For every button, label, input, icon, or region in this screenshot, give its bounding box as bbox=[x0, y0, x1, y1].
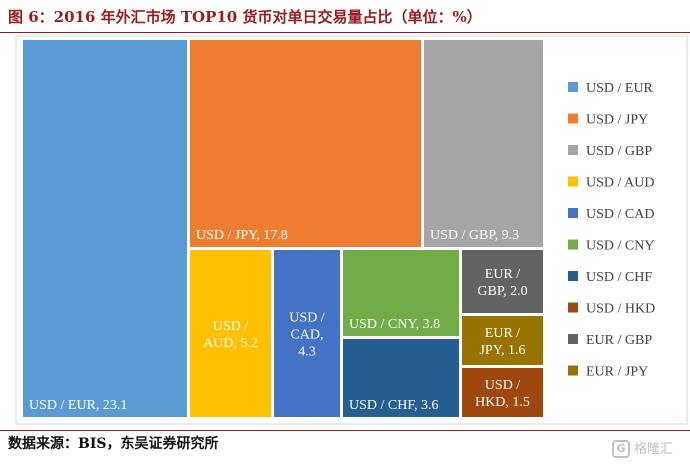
tile-label-eur-gbp: EUR / GBP, 2.0 bbox=[477, 267, 527, 299]
tile-usd-cad bbox=[274, 250, 340, 417]
legend-swatch-eur-gbp bbox=[568, 334, 578, 344]
tile-label-usd-eur: USD / EUR, 23.1 bbox=[29, 398, 127, 413]
tile-usd-cny bbox=[343, 250, 459, 336]
legend-swatch-usd-jpy bbox=[568, 113, 578, 124]
legend-label-eur-gbp: EUR / GBP bbox=[586, 333, 652, 348]
treemap-tiles: USD / EUR, 23.1 USD / JPY, 17.8 USD / GBP,… bbox=[23, 40, 543, 417]
legend-label-usd-cny: USD / CNY bbox=[586, 239, 654, 254]
tile-label-usd-cny: USD / CNY, 3.8 bbox=[349, 317, 440, 332]
tile-label-usd-aud: USD / AUD, 5.2 bbox=[203, 319, 258, 351]
legend-label-usd-chf: USD / CHF bbox=[586, 270, 652, 285]
legend-label-usd-jpy: USD / JPY bbox=[586, 113, 648, 128]
tile-usd-hkd bbox=[462, 368, 543, 417]
legend-swatch-usd-gbp bbox=[568, 145, 578, 155]
legend-label-usd-eur: USD / EUR bbox=[586, 81, 654, 96]
tile-label-eur-jpy: EUR / JPY, 1.6 bbox=[479, 326, 525, 358]
legend-label-usd-gbp: USD / GBP bbox=[586, 144, 652, 159]
tile-label-usd-gbp: USD / GBP, 9.3 bbox=[430, 228, 519, 243]
tile-usd-eur bbox=[23, 40, 187, 417]
plot-area-border bbox=[15, 35, 688, 425]
legend-swatch-usd-hkd bbox=[568, 302, 578, 313]
tile-usd-jpy bbox=[190, 40, 421, 247]
legend-label-usd-hkd: USD / HKD bbox=[586, 302, 655, 317]
legend-swatch-usd-eur bbox=[568, 82, 578, 92]
chart-title: 图 6：2016 年外汇市场 TOP10 货币对单日交易量占比（单位：%） bbox=[8, 8, 482, 26]
tile-usd-aud bbox=[190, 250, 271, 417]
tile-label-usd-cad: USD / CAD, 4.3 bbox=[289, 311, 325, 360]
legend-swatch-usd-cad bbox=[568, 208, 578, 218]
tile-label-usd-hkd: USD / HKD, 1.5 bbox=[475, 378, 530, 410]
watermark-text: 格隆汇 bbox=[634, 442, 674, 457]
legend-label-usd-aud: USD / AUD bbox=[586, 176, 654, 191]
legend-label-usd-cad: USD / CAD bbox=[586, 207, 654, 222]
tile-label-usd-chf: USD / CHF, 3.6 bbox=[349, 398, 439, 413]
tile-usd-chf bbox=[343, 339, 459, 417]
legend-swatch-eur-jpy bbox=[568, 365, 578, 376]
legend: USD / EUR USD / JPY USD / GBP USD / AUD USD … bbox=[568, 81, 655, 380]
legend-swatch-usd-aud bbox=[568, 176, 578, 187]
tile-eur-gbp bbox=[462, 250, 543, 313]
title-divider bbox=[0, 32, 690, 33]
source-note: 数据来源：BIS，东吴证券研究所 bbox=[8, 436, 219, 452]
tile-usd-gbp bbox=[424, 40, 543, 247]
watermark: G 格隆汇 bbox=[612, 438, 684, 462]
tile-eur-jpy bbox=[462, 316, 543, 365]
legend-label-eur-jpy: EUR / JPY bbox=[586, 365, 648, 380]
footer-divider bbox=[0, 430, 690, 431]
legend-swatch-usd-chf bbox=[568, 271, 578, 281]
legend-swatch-usd-cny bbox=[568, 239, 578, 250]
tile-label-usd-jpy: USD / JPY, 17.8 bbox=[196, 228, 288, 243]
watermark-logo-icon: G bbox=[612, 440, 630, 458]
